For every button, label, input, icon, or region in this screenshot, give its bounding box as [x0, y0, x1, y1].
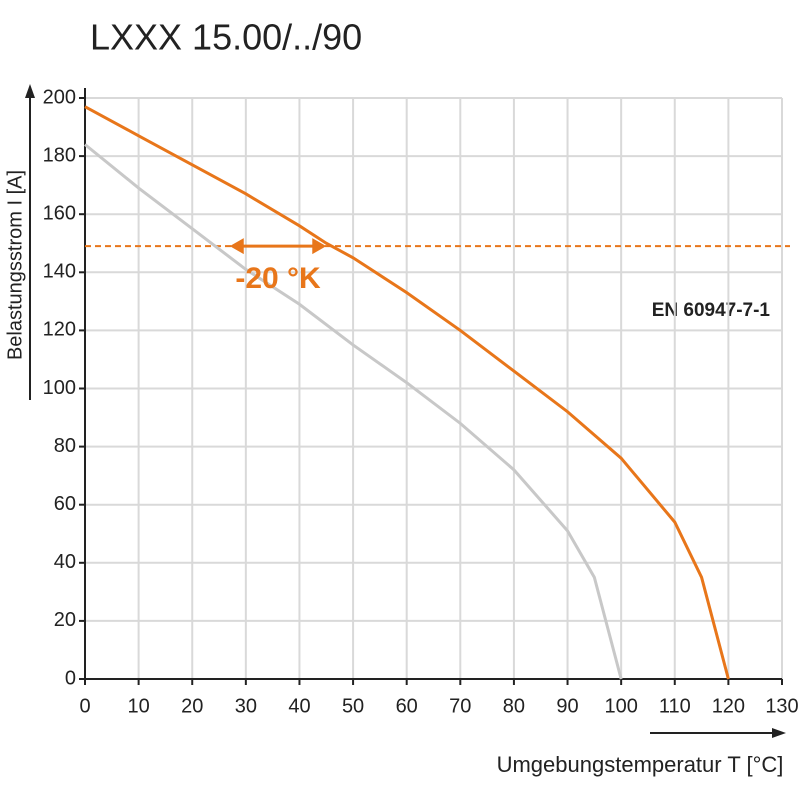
curve [84, 143, 623, 680]
y-tick-label: 180 [43, 144, 76, 166]
x-tick-label: 50 [342, 695, 364, 717]
y-tick-label: 160 [43, 202, 76, 224]
y-tick-label: 80 [54, 435, 76, 457]
y-axis-label: Belastungsstrom I [A] [4, 170, 26, 360]
x-tick-label: 70 [449, 695, 471, 717]
x-tick-label: 60 [396, 695, 418, 717]
x-arrow-head [772, 728, 786, 738]
x-tick-label: 30 [235, 695, 257, 717]
y-tick-label: 200 [43, 86, 76, 108]
x-tick-label: 130 [765, 695, 798, 717]
x-tick-label: 80 [503, 695, 525, 717]
x-tick-label: 0 [79, 695, 90, 717]
shift-label: -20 °K [235, 262, 321, 295]
arrow-head [312, 238, 327, 255]
x-tick-label: 120 [712, 695, 745, 717]
chart-title: LXXX 15.00/../90 [90, 17, 362, 58]
x-tick-label: 110 [659, 695, 691, 717]
arrow-head [229, 238, 244, 255]
x-tick-label: 20 [181, 695, 203, 717]
x-tick-label: 40 [288, 695, 310, 717]
x-axis-label: Umgebungstemperatur T [°C] [497, 752, 784, 777]
y-tick-label: 0 [65, 667, 76, 689]
x-tick-label: 90 [556, 695, 578, 717]
y-tick-label: 60 [54, 493, 76, 515]
y-tick-label: 100 [43, 377, 76, 399]
standard-note: EN 60947-7-1 [652, 300, 771, 321]
y-tick-label: 20 [54, 609, 76, 631]
x-tick-label: 10 [127, 695, 149, 717]
y-tick-label: 140 [43, 261, 76, 283]
curve [84, 105, 730, 680]
y-tick-label: 40 [54, 551, 76, 573]
x-tick-label: 100 [604, 695, 637, 717]
y-tick-label: 120 [43, 319, 76, 341]
y-arrow-head [25, 84, 35, 98]
